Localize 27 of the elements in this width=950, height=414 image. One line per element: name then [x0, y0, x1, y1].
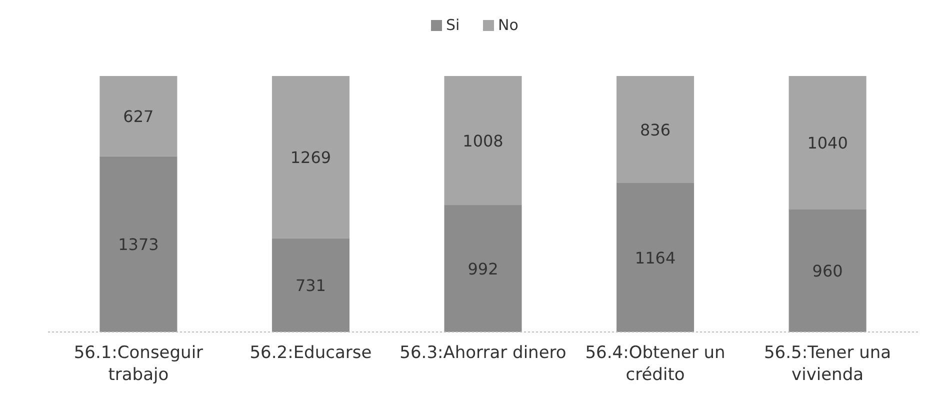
data-label: 1269 — [290, 148, 332, 168]
bar — [100, 76, 178, 156]
data-label: 1008 — [462, 132, 504, 151]
x-tick-label: 56.5:Tener una vivienda — [764, 343, 892, 385]
legend-label: Si — [446, 16, 460, 34]
bar — [272, 76, 350, 238]
x-tick-label: 56.3:Ahorrar dinero — [400, 343, 566, 363]
bar — [616, 183, 694, 332]
data-label: 627 — [123, 107, 154, 126]
bar — [444, 76, 522, 206]
bar — [616, 76, 694, 184]
data-label: 836 — [640, 120, 671, 140]
bar — [788, 209, 866, 332]
legend-label: No — [498, 16, 518, 34]
data-label: 731 — [295, 276, 326, 296]
data-label: 1164 — [634, 248, 676, 268]
bar — [100, 156, 178, 332]
x-tick-label: 56.2:Educarse — [250, 343, 372, 363]
data-label: 992 — [468, 260, 498, 279]
bar — [788, 76, 866, 210]
x-tick-label: 56.1:Conseguir trabajo — [74, 343, 204, 385]
data-label: 960 — [812, 262, 843, 281]
data-label: 1373 — [118, 235, 159, 254]
x-tick-label: 56.4:Obtener un crédito — [585, 343, 726, 385]
bar — [272, 238, 350, 332]
bar — [444, 205, 522, 332]
data-label: 1040 — [807, 134, 848, 153]
